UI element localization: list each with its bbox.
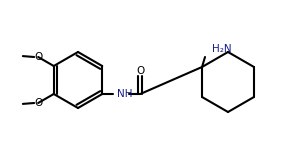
Text: O: O (34, 52, 42, 62)
Text: H₂N: H₂N (212, 44, 232, 54)
Text: O: O (34, 98, 42, 108)
Text: NH: NH (117, 89, 133, 99)
Text: O: O (136, 65, 144, 76)
